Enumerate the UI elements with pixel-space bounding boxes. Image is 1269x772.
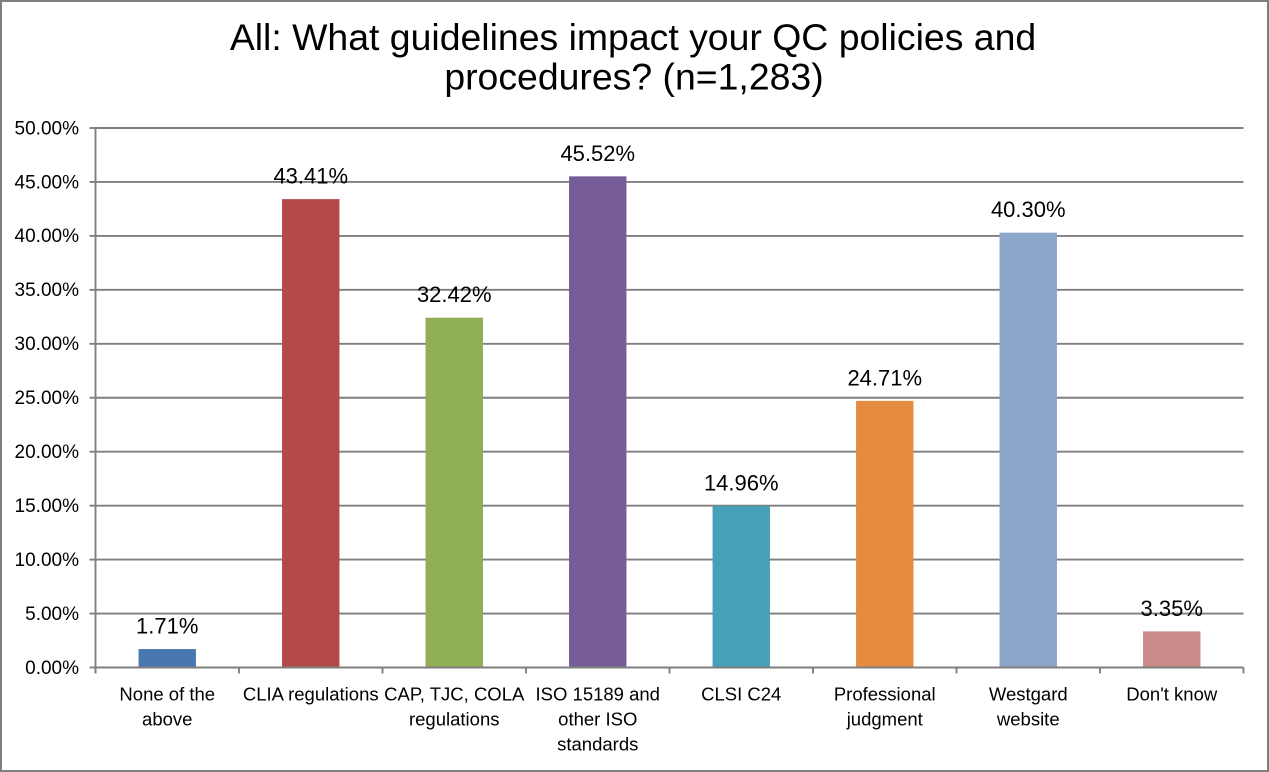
- svg-text:standards: standards: [557, 734, 638, 755]
- svg-text:50.00%: 50.00%: [15, 118, 80, 139]
- svg-text:5.00%: 5.00%: [25, 604, 79, 625]
- svg-text:30.00%: 30.00%: [15, 334, 80, 355]
- svg-text:CLIA regulations: CLIA regulations: [243, 684, 379, 705]
- svg-text:43.41%: 43.41%: [273, 164, 348, 189]
- svg-text:other ISO: other ISO: [558, 709, 637, 730]
- svg-text:35.00%: 35.00%: [15, 280, 80, 301]
- svg-text:3.35%: 3.35%: [1141, 596, 1203, 621]
- svg-text:above: above: [142, 709, 192, 730]
- svg-text:All: What guidelines impact yo: All: What guidelines impact your QC poli…: [230, 16, 1036, 58]
- svg-text:45.52%: 45.52%: [560, 141, 635, 166]
- svg-text:40.00%: 40.00%: [15, 226, 80, 247]
- svg-text:32.42%: 32.42%: [417, 282, 492, 307]
- svg-text:25.00%: 25.00%: [15, 388, 80, 409]
- svg-text:40.30%: 40.30%: [991, 197, 1066, 222]
- svg-text:24.71%: 24.71%: [847, 365, 922, 390]
- svg-text:CAP, TJC, COLA: CAP, TJC, COLA: [384, 684, 525, 705]
- svg-text:15.00%: 15.00%: [15, 496, 80, 517]
- svg-text:regulations: regulations: [409, 709, 500, 730]
- svg-text:45.00%: 45.00%: [15, 172, 80, 193]
- svg-text:CLSI C24: CLSI C24: [701, 684, 781, 705]
- svg-text:Westgard: Westgard: [989, 684, 1068, 705]
- svg-text:10.00%: 10.00%: [15, 550, 80, 571]
- svg-text:website: website: [996, 709, 1060, 730]
- svg-text:14.96%: 14.96%: [704, 471, 779, 496]
- svg-text:procedures? (n=1,283): procedures? (n=1,283): [444, 56, 823, 98]
- svg-text:20.00%: 20.00%: [15, 442, 80, 463]
- svg-text:judgment: judgment: [846, 709, 923, 730]
- svg-text:1.71%: 1.71%: [136, 614, 198, 639]
- svg-text:Professional: Professional: [834, 684, 936, 705]
- svg-text:ISO 15189 and: ISO 15189 and: [536, 684, 660, 705]
- svg-text:0.00%: 0.00%: [25, 658, 79, 679]
- svg-text:None of the: None of the: [119, 684, 215, 705]
- svg-text:Don't know: Don't know: [1126, 684, 1218, 705]
